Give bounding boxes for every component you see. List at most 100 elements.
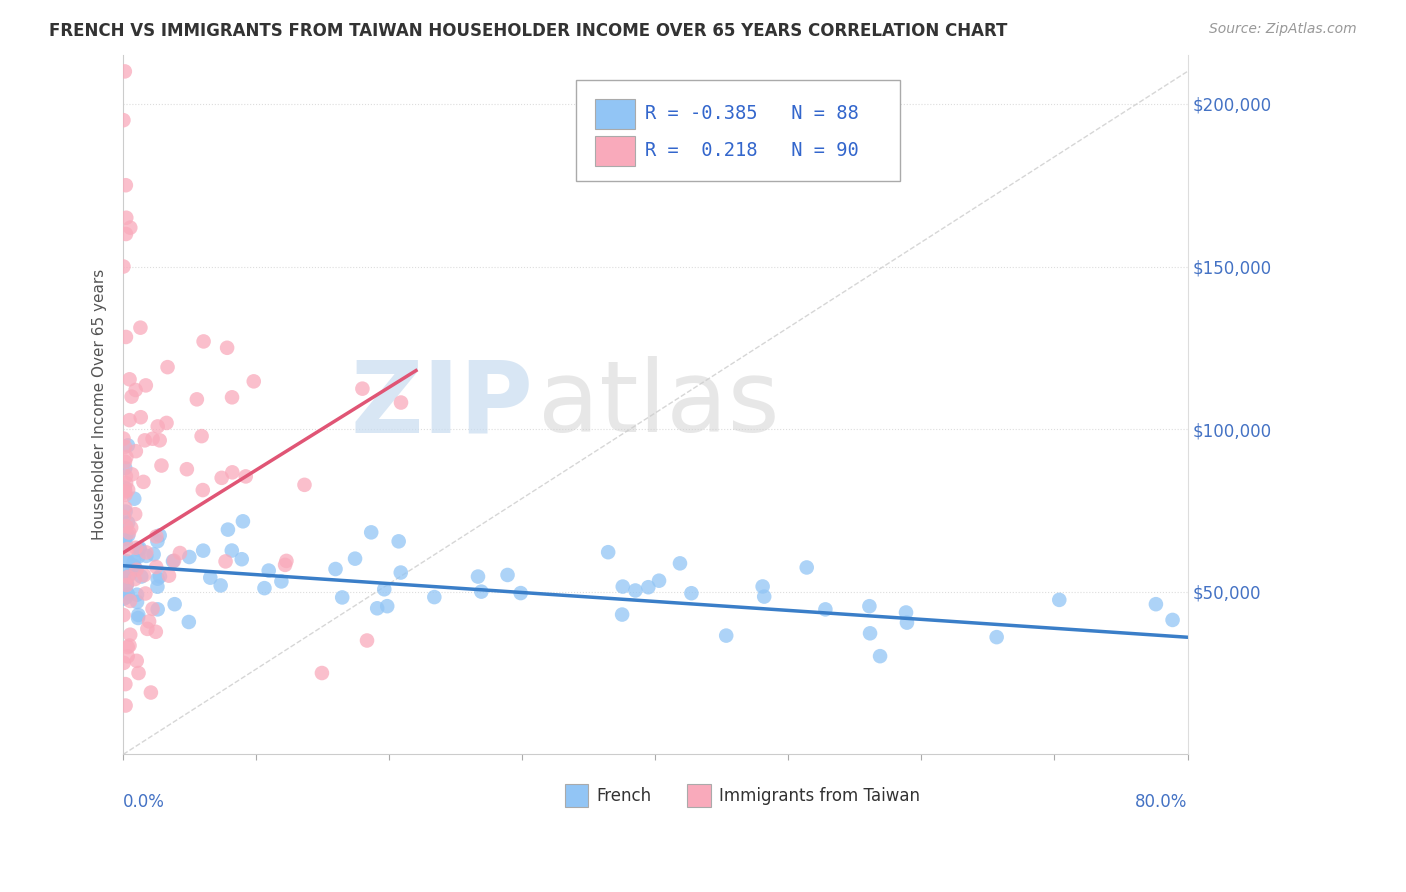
- Text: FRENCH VS IMMIGRANTS FROM TAIWAN HOUSEHOLDER INCOME OVER 65 YEARS CORRELATION CH: FRENCH VS IMMIGRANTS FROM TAIWAN HOUSEHO…: [49, 22, 1008, 40]
- Point: [311, 666, 333, 681]
- Point: [356, 633, 378, 648]
- Point: [117, 587, 139, 601]
- Point: [115, 578, 138, 592]
- Bar: [595, 136, 636, 166]
- Point: [274, 558, 297, 572]
- Point: [114, 481, 136, 495]
- Point: [330, 591, 353, 605]
- Point: [221, 543, 243, 558]
- Point: [117, 555, 139, 569]
- Point: [270, 574, 292, 589]
- Point: [253, 581, 276, 595]
- Text: atlas: atlas: [538, 356, 780, 453]
- Point: [149, 434, 172, 448]
- Point: [146, 580, 169, 594]
- Point: [214, 554, 236, 568]
- Point: [149, 528, 172, 542]
- Point: [114, 500, 136, 515]
- Point: [637, 580, 659, 594]
- Point: [128, 541, 150, 555]
- Point: [191, 483, 214, 497]
- Point: [200, 571, 222, 585]
- Point: [467, 569, 489, 583]
- Point: [211, 471, 233, 485]
- Point: [146, 602, 169, 616]
- Point: [115, 476, 138, 491]
- Point: [232, 514, 254, 528]
- Point: [814, 602, 837, 616]
- Text: 80.0%: 80.0%: [1135, 793, 1188, 811]
- Point: [869, 649, 891, 664]
- Point: [751, 579, 773, 593]
- Point: [117, 483, 139, 497]
- Point: [114, 532, 136, 546]
- Point: [325, 562, 347, 576]
- Point: [114, 461, 136, 475]
- Text: Source: ZipAtlas.com: Source: ZipAtlas.com: [1209, 22, 1357, 37]
- Point: [118, 639, 141, 653]
- Point: [193, 334, 215, 349]
- Point: [124, 572, 146, 586]
- Point: [114, 677, 136, 691]
- Point: [115, 330, 138, 344]
- Point: [114, 64, 136, 78]
- Point: [231, 552, 253, 566]
- Text: ZIP: ZIP: [350, 356, 533, 453]
- Point: [120, 594, 142, 608]
- Point: [145, 624, 167, 639]
- Point: [112, 113, 135, 128]
- Text: R = -0.385   N = 88: R = -0.385 N = 88: [645, 104, 859, 123]
- Point: [366, 601, 388, 615]
- Point: [1161, 613, 1184, 627]
- Point: [145, 560, 167, 574]
- Point: [124, 507, 146, 521]
- Point: [176, 462, 198, 476]
- Point: [122, 558, 145, 573]
- Point: [128, 542, 150, 557]
- Point: [163, 597, 186, 611]
- Point: [375, 599, 398, 614]
- Point: [217, 341, 239, 355]
- Point: [125, 595, 148, 609]
- Point: [681, 586, 703, 600]
- Point: [115, 450, 138, 464]
- Point: [112, 432, 135, 446]
- Point: [117, 640, 139, 654]
- Point: [122, 491, 145, 506]
- Point: [112, 591, 135, 606]
- Point: [115, 227, 138, 241]
- Point: [858, 599, 880, 614]
- Point: [125, 563, 148, 577]
- Point: [1047, 593, 1070, 607]
- Point: [115, 577, 138, 591]
- Point: [669, 557, 692, 571]
- Point: [120, 220, 142, 235]
- Point: [146, 534, 169, 549]
- Point: [149, 569, 172, 583]
- Point: [598, 545, 620, 559]
- Point: [112, 608, 135, 623]
- Point: [896, 615, 918, 630]
- Point: [134, 434, 156, 448]
- Point: [142, 547, 165, 561]
- Point: [115, 591, 138, 605]
- Text: 0.0%: 0.0%: [124, 793, 165, 811]
- Point: [117, 649, 139, 664]
- Point: [112, 260, 135, 274]
- Point: [125, 444, 148, 458]
- Point: [117, 438, 139, 452]
- Point: [115, 519, 138, 533]
- FancyBboxPatch shape: [575, 79, 900, 181]
- Point: [132, 568, 155, 582]
- Point: [127, 611, 149, 625]
- Point: [179, 549, 201, 564]
- Point: [509, 586, 531, 600]
- Point: [294, 478, 316, 492]
- Point: [389, 566, 412, 580]
- Point: [155, 416, 177, 430]
- Point: [138, 615, 160, 629]
- Point: [117, 528, 139, 542]
- Point: [1144, 597, 1167, 611]
- Point: [136, 622, 159, 636]
- Point: [496, 568, 519, 582]
